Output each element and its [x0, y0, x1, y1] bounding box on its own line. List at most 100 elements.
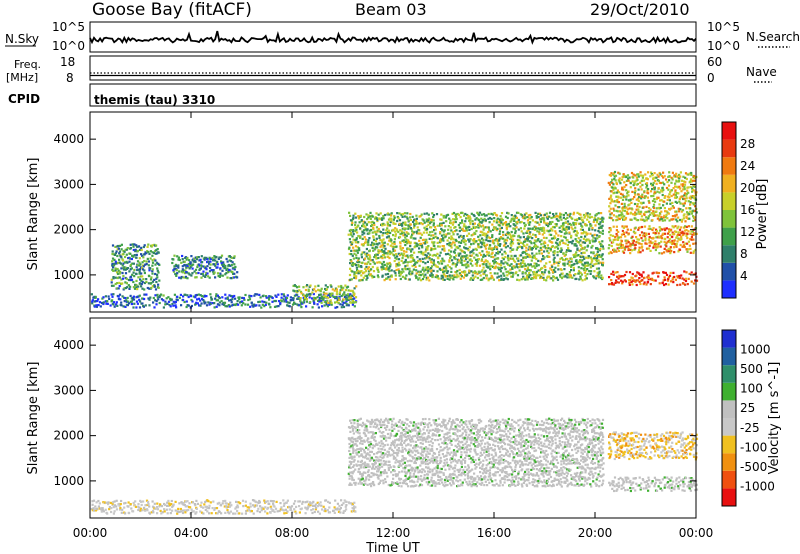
- heatmap-cell: [491, 234, 494, 237]
- heatmap-cell: [500, 248, 503, 251]
- heatmap-cell: [645, 232, 648, 235]
- heatmap-cell: [206, 261, 209, 264]
- heatmap-cell: [374, 246, 377, 249]
- heatmap-cell: [387, 250, 390, 253]
- heatmap-cell: [528, 227, 532, 230]
- heatmap-cell: [420, 250, 423, 253]
- heatmap-cell: [142, 278, 145, 281]
- heatmap-cell: [618, 274, 621, 277]
- heatmap-cell: [107, 501, 110, 504]
- heatmap-cell: [486, 253, 489, 256]
- heatmap-cell: [507, 270, 510, 273]
- heatmap-cell: [461, 263, 464, 267]
- heatmap-cell: [353, 274, 356, 277]
- heatmap-cell: [550, 237, 554, 240]
- heatmap-cell: [636, 271, 639, 274]
- heatmap-cell: [642, 271, 645, 274]
- heatmap-cell: [367, 253, 370, 257]
- heatmap-cell: [352, 246, 355, 249]
- heatmap-cell: [490, 212, 493, 215]
- heatmap-cell: [524, 223, 527, 226]
- heatmap-cell: [547, 230, 550, 233]
- heatmap-cell: [237, 501, 240, 504]
- heatmap-cell: [389, 265, 392, 268]
- heatmap-cell: [693, 185, 696, 188]
- heatmap-cell: [444, 275, 447, 278]
- heatmap-cell: [204, 301, 207, 304]
- heatmap-cell: [381, 265, 384, 268]
- heatmap-cell: [365, 255, 368, 258]
- heatmap-cell: [288, 505, 291, 508]
- heatmap-cell: [95, 305, 98, 308]
- heatmap-cell: [550, 216, 553, 220]
- heatmap-cell: [496, 272, 499, 275]
- heatmap-cell: [571, 242, 574, 245]
- heatmap-cell: [358, 432, 361, 435]
- heatmap-cell: [267, 506, 270, 509]
- heatmap-cell: [541, 258, 544, 261]
- heatmap-cell: [574, 273, 577, 276]
- heatmap-cell: [664, 271, 667, 274]
- heatmap-cell: [216, 299, 220, 302]
- heatmap-cell: [592, 236, 595, 239]
- heatmap-cell: [581, 279, 584, 282]
- heatmap-cell: [254, 304, 257, 307]
- heatmap-cell: [345, 300, 348, 303]
- heatmap-cell: [566, 244, 569, 247]
- heatmap-cell: [690, 212, 693, 215]
- heatmap-cell: [117, 287, 120, 290]
- heatmap-cell: [514, 224, 517, 227]
- heatmap-cell: [543, 250, 546, 253]
- heatmap-cell: [582, 237, 585, 240]
- heatmap-cell: [618, 246, 621, 249]
- heatmap-cell: [151, 259, 154, 262]
- heatmap-cell: [663, 240, 666, 243]
- heatmap-cell: [580, 244, 583, 247]
- heatmap-cell: [442, 245, 445, 248]
- heatmap-cell: [357, 217, 361, 220]
- heatmap-cell: [176, 255, 179, 258]
- heatmap-cell: [274, 507, 278, 510]
- heatmap-cell: [351, 428, 355, 431]
- heatmap-cell: [636, 203, 639, 206]
- heatmap-cell: [404, 254, 407, 258]
- heatmap-cell: [531, 219, 534, 222]
- heatmap-cell: [647, 274, 650, 277]
- heatmap-cell: [614, 179, 617, 182]
- heatmap-cell: [233, 268, 236, 271]
- heatmap-cell: [489, 268, 492, 271]
- heatmap-cell: [657, 175, 660, 178]
- heatmap-cell: [590, 246, 593, 249]
- heatmap-cell: [454, 265, 457, 268]
- heatmap-cell: [529, 240, 532, 243]
- heatmap-cell: [149, 278, 153, 281]
- heatmap-cell: [672, 242, 675, 245]
- heatmap-cell: [461, 271, 464, 274]
- heatmap-cell: [354, 296, 358, 299]
- heatmap-cell: [295, 512, 298, 515]
- heatmap-cell: [498, 232, 501, 235]
- heatmap-cell: [676, 283, 679, 287]
- heatmap-cell: [640, 273, 643, 276]
- heatmap-cell: [225, 505, 228, 508]
- heatmap-cell: [353, 505, 356, 508]
- heatmap-cell: [629, 186, 632, 189]
- heatmap-cell: [432, 215, 435, 219]
- heatmap-cell: [440, 224, 443, 227]
- heatmap-cell: [595, 262, 598, 265]
- heatmap-cell: [498, 237, 501, 240]
- heatmap-cell: [356, 260, 359, 264]
- heatmap-cell: [463, 223, 466, 226]
- heatmap-cell: [526, 255, 529, 258]
- heatmap-cell: [393, 254, 396, 257]
- heatmap-cell: [655, 228, 658, 231]
- heatmap-cell: [482, 228, 485, 231]
- heatmap-cell: [138, 506, 141, 509]
- heatmap-cell: [524, 272, 527, 275]
- heatmap-cell: [415, 214, 418, 217]
- heatmap-cell: [617, 230, 620, 233]
- heatmap-cell: [151, 244, 154, 247]
- heatmap-cell: [453, 275, 456, 278]
- heatmap-cell: [198, 268, 201, 271]
- heatmap-cell: [406, 217, 409, 220]
